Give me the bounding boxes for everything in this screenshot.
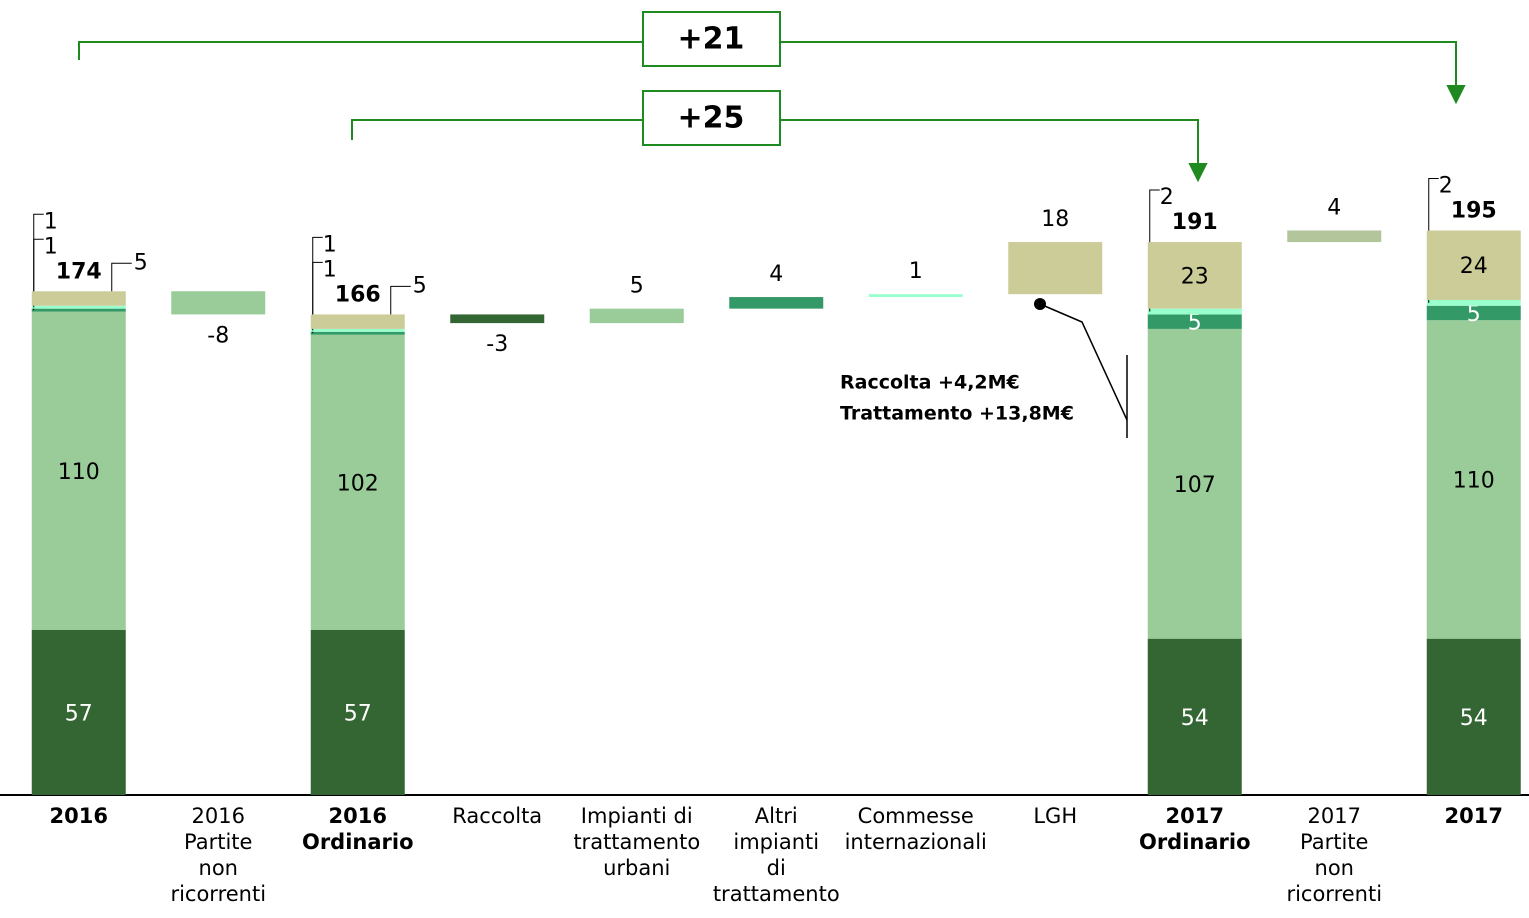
bar-segment bbox=[310, 331, 405, 335]
x-tick-label: 2016 Partite non ricorrenti bbox=[170, 804, 267, 906]
step-label: 4 bbox=[1327, 195, 1341, 220]
segment-label: 5 bbox=[413, 273, 427, 298]
leader-line bbox=[390, 285, 411, 315]
bar-segment bbox=[310, 314, 405, 329]
bar-segment bbox=[1147, 314, 1242, 329]
total-label: 195 bbox=[1451, 198, 1497, 223]
segment-label: 2 bbox=[1160, 185, 1174, 210]
step-label: 5 bbox=[630, 274, 644, 299]
x-tick-label: 2017 bbox=[1444, 804, 1503, 828]
step-bar bbox=[729, 297, 824, 309]
segment-label: 24 bbox=[1460, 254, 1488, 279]
step-bar bbox=[589, 308, 684, 324]
bar-segment bbox=[31, 311, 126, 630]
step-bar bbox=[171, 291, 266, 315]
bridge-label: +25 bbox=[678, 101, 745, 136]
step-label: 4 bbox=[769, 262, 783, 287]
bar-segment bbox=[310, 629, 405, 795]
bar-segment bbox=[1147, 328, 1242, 639]
segment-label: 54 bbox=[1181, 706, 1209, 731]
x-tick-label: 2016 bbox=[49, 804, 108, 828]
bar-segment bbox=[310, 334, 405, 630]
leader-line bbox=[33, 213, 44, 308]
segment-label: 2 bbox=[1439, 173, 1453, 198]
step-label: -3 bbox=[486, 332, 508, 357]
total-label: 166 bbox=[335, 282, 381, 307]
bar-segment bbox=[31, 629, 126, 795]
step-bar bbox=[1287, 230, 1382, 243]
segment-label: 5 bbox=[134, 250, 148, 275]
annotation: Trattamento +13,8M€ bbox=[840, 403, 1074, 425]
bar-segment bbox=[310, 328, 405, 332]
x-tick-label: Altri impianti di trattamento bbox=[712, 804, 840, 906]
bar-segment bbox=[1426, 230, 1521, 300]
leader-line bbox=[312, 236, 323, 331]
bar-segment bbox=[1426, 638, 1521, 795]
x-tick-label: 2017 Partite non ricorrenti bbox=[1286, 804, 1383, 906]
step-bar bbox=[450, 314, 545, 324]
segment-label: 5 bbox=[1467, 302, 1481, 327]
segment-label: 110 bbox=[58, 460, 100, 485]
segment-label: 54 bbox=[1460, 706, 1488, 731]
step-bar bbox=[868, 294, 963, 298]
bar-segment bbox=[31, 291, 126, 306]
total-label: 174 bbox=[56, 259, 102, 284]
total-label: 191 bbox=[1172, 210, 1218, 235]
bar-segment bbox=[1147, 638, 1242, 795]
leader-line bbox=[111, 262, 132, 292]
x-tick-label: LGH bbox=[1033, 804, 1078, 828]
step-label: 18 bbox=[1041, 207, 1069, 232]
segment-label: 23 bbox=[1181, 264, 1209, 289]
x-tick-label: Impianti di trattamento urbani bbox=[573, 804, 701, 880]
step-label: 1 bbox=[909, 259, 923, 284]
x-tick-label: 2017 Ordinario bbox=[1138, 804, 1251, 854]
segment-label: 1 bbox=[323, 257, 337, 282]
bar-segment bbox=[1147, 242, 1242, 309]
bridge bbox=[78, 11, 1466, 183]
step-bar bbox=[1008, 242, 1103, 295]
annotation: Raccolta +4,2M€ bbox=[840, 372, 1020, 394]
bar-segment bbox=[1426, 305, 1521, 321]
segment-label: 1 bbox=[44, 234, 58, 259]
callout-dot bbox=[1034, 298, 1046, 310]
segment-label: 1 bbox=[44, 209, 58, 234]
bar-segment bbox=[31, 308, 126, 312]
segment-label: 102 bbox=[337, 471, 379, 496]
segment-label: 57 bbox=[344, 701, 372, 726]
segment-label: 57 bbox=[65, 701, 93, 726]
x-tick-label: Commesse internazionali bbox=[844, 804, 987, 854]
step-label: -8 bbox=[207, 323, 229, 348]
x-tick-label: Raccolta bbox=[452, 804, 543, 828]
segment-label: 110 bbox=[1453, 468, 1495, 493]
callout bbox=[1039, 303, 1128, 438]
segment-label: 107 bbox=[1174, 473, 1216, 498]
bar-segment bbox=[31, 305, 126, 309]
segment-label: 1 bbox=[323, 232, 337, 257]
bar-segment bbox=[1426, 320, 1521, 639]
segment-label: 5 bbox=[1188, 311, 1202, 336]
bar-segment bbox=[1147, 308, 1242, 315]
x-tick-label: 2016 Ordinario bbox=[301, 804, 414, 854]
bridge-label: +21 bbox=[678, 22, 745, 57]
bar-segment bbox=[1426, 299, 1521, 306]
